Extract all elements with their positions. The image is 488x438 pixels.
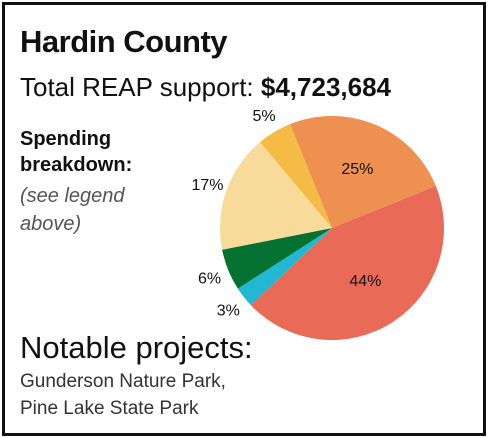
pie-slice	[250, 186, 444, 341]
total-support: Total REAP support: $4,723,684	[20, 72, 391, 103]
pie-slice	[222, 228, 332, 289]
total-support-label: Total REAP support:	[20, 72, 254, 102]
pie-slice	[219, 142, 332, 250]
total-support-value: $4,723,684	[260, 72, 392, 102]
slice-label: 44%	[349, 273, 381, 290]
slice-label: 3%	[217, 303, 240, 320]
project-item: Pine Lake State Park	[20, 398, 199, 419]
pie-slice	[290, 116, 436, 228]
slice-label: 5%	[252, 108, 275, 125]
project-item: Gunderson Nature Park,	[20, 371, 226, 392]
slice-label: 25%	[341, 161, 373, 178]
pie-slice	[237, 228, 332, 306]
breakdown-note: (see legend above)	[20, 185, 125, 235]
slice-label: 6%	[198, 270, 221, 287]
slice-label: 17%	[191, 177, 223, 194]
projects-heading: Notable projects:	[20, 330, 253, 365]
county-title: Hardin County	[20, 24, 228, 59]
projects-list: Gunderson Nature Park, Pine Lake State P…	[20, 368, 226, 422]
breakdown-heading: Spending breakdown:	[20, 128, 133, 176]
pie-slice	[260, 124, 332, 228]
